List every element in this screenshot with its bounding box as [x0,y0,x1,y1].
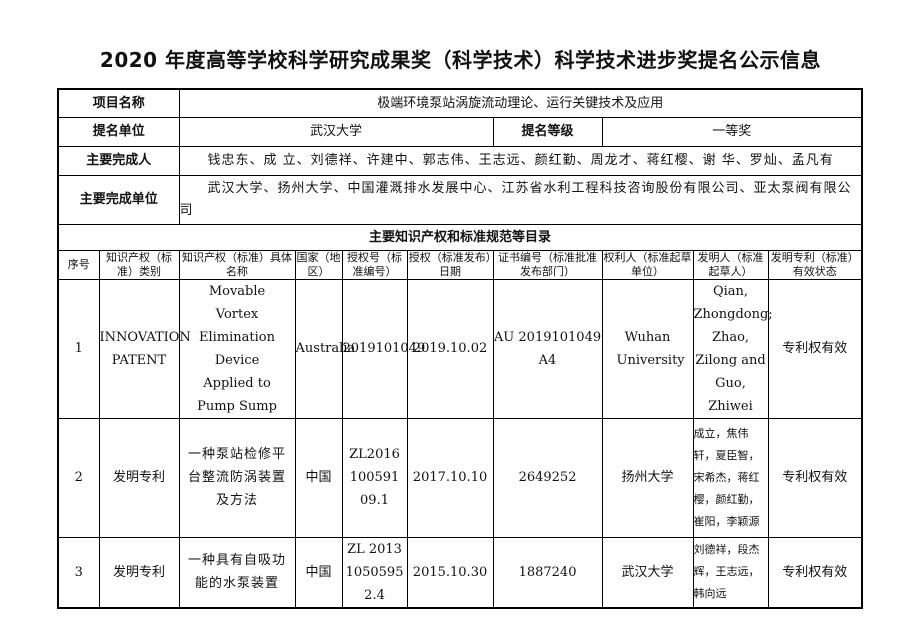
cell-inventors: 成立，焦伟轩，夏臣智，宋希杰，蒋红樱，颜红勤，崔阳，李颖源 [692,417,769,538]
cell-country: 中国 [294,417,343,538]
level-value: 一等奖 [601,116,863,147]
project-row: 项目名称 极端环境泵站涡旋流动理论、运行关键技术及应用 [57,88,863,118]
cell-owner: 武汉大学 [601,536,694,609]
col-header: 权利人（标准起草单位） [601,249,694,280]
ip-section-title: 主要知识产权和标准规范等目录 [57,223,863,251]
cell-inventors: Qian, Zhongdong; Zhao, Zilong and Guo, Z… [692,278,773,419]
cell-name: 一种具有自吸功能的水泵装置 [178,536,296,609]
cell-index: 1 [57,278,100,419]
cell-owner: 扬州大学 [601,417,694,538]
cell-date: 2017.10.10 [406,417,494,538]
project-name: 极端环境泵站涡旋流动理论、运行关键技术及应用 [178,88,863,118]
col-header: 知识产权（标准）具体名称 [178,249,296,280]
cell-grant-no: ZL 201310505952.4 [341,536,408,609]
cell-status: 专利权有效 [767,417,863,538]
cell-status: 专利权有效 [767,278,863,419]
table-row: 3 发明专利 一种具有自吸功能的水泵装置 中国 ZL 201310505952.… [57,536,863,609]
cell-country: 中国 [294,536,343,609]
cell-owner: Wuhan University [601,278,694,419]
col-header: 知识产权（标准）类别 [98,249,180,280]
cell-date: 2019.10.02 [406,278,494,419]
cell-type: 发明专利 [98,417,180,538]
page-title: 2020 年度高等学校科学研究成果奖（科学技术）科学技术进步奖提名公示信息 [99,48,822,72]
units-value: 武汉大学、扬州大学、中国灌溉排水发展中心、江苏省水利工程科技咨询股份有限公司、亚… [178,174,863,225]
cell-index: 2 [57,417,100,538]
project-label: 项目名称 [57,88,180,118]
cell-grant-no: 2019101049 [341,278,425,419]
col-header: 发明专利（标准）有效状态 [767,249,863,280]
persons-value: 钱忠东、成 立、刘德祥、许建中、郭志伟、王志远、颜红勤、周龙才、蒋红樱、谢 华、… [178,145,863,176]
cell-cert-no: 2649252 [492,417,603,538]
cell-country: Australia [294,278,355,419]
cell-date: 2015.10.30 [406,536,494,609]
nomination-table: 项目名称 极端环境泵站涡旋流动理论、运行关键技术及应用 提名单位 武汉大学 提名… [57,88,864,609]
nominator-value: 武汉大学 [178,116,494,147]
col-header: 序号 [57,249,100,280]
cell-index: 3 [57,536,100,609]
cell-name: 一种泵站检修平台整流防涡装置及方法 [178,417,296,538]
table-row: 2 发明专利 一种泵站检修平台整流防涡装置及方法 中国 ZL2016100591… [57,417,863,538]
cell-grant-no: ZL201610059109.1 [341,417,408,538]
cell-cert-no: AU 2019101049 A4 [492,278,603,419]
col-header: 证书编号（标准批准发布部门） [492,249,603,280]
ip-header-row: 序号 知识产权（标准）类别 知识产权（标准）具体名称 国家（地区） 授权号（标准… [57,249,863,280]
cell-type: 发明专利 [98,536,180,609]
table-row: 1 INNOVATION PATENT Movable Vortex Elimi… [57,278,863,419]
cell-name: Movable Vortex Elimination Device Applie… [178,278,296,419]
col-header: 授权号（标准编号） [341,249,408,280]
ip-section-row: 主要知识产权和标准规范等目录 [57,223,863,251]
persons-label: 主要完成人 [57,145,180,176]
units-label: 主要完成单位 [57,174,180,225]
cell-inventors: 刘德祥，段杰辉，王志远，韩向远 [692,536,769,609]
cell-type: INNOVATION PATENT [98,278,191,419]
nominator-row: 提名单位 武汉大学 提名等级 一等奖 [57,116,863,147]
cell-status: 专利权有效 [767,536,863,609]
level-label: 提名等级 [492,116,603,147]
nominator-label: 提名单位 [57,116,180,147]
col-header: 国家（地区） [294,249,343,280]
persons-row: 主要完成人 钱忠东、成 立、刘德祥、许建中、郭志伟、王志远、颜红勤、周龙才、蒋红… [57,145,863,176]
units-row: 主要完成单位 武汉大学、扬州大学、中国灌溉排水发展中心、江苏省水利工程科技咨询股… [57,174,863,225]
col-header: 发明人（标准起草人） [692,249,769,280]
cell-cert-no: 1887240 [492,536,603,609]
col-header: 授权（标准发布）日期 [406,249,494,280]
